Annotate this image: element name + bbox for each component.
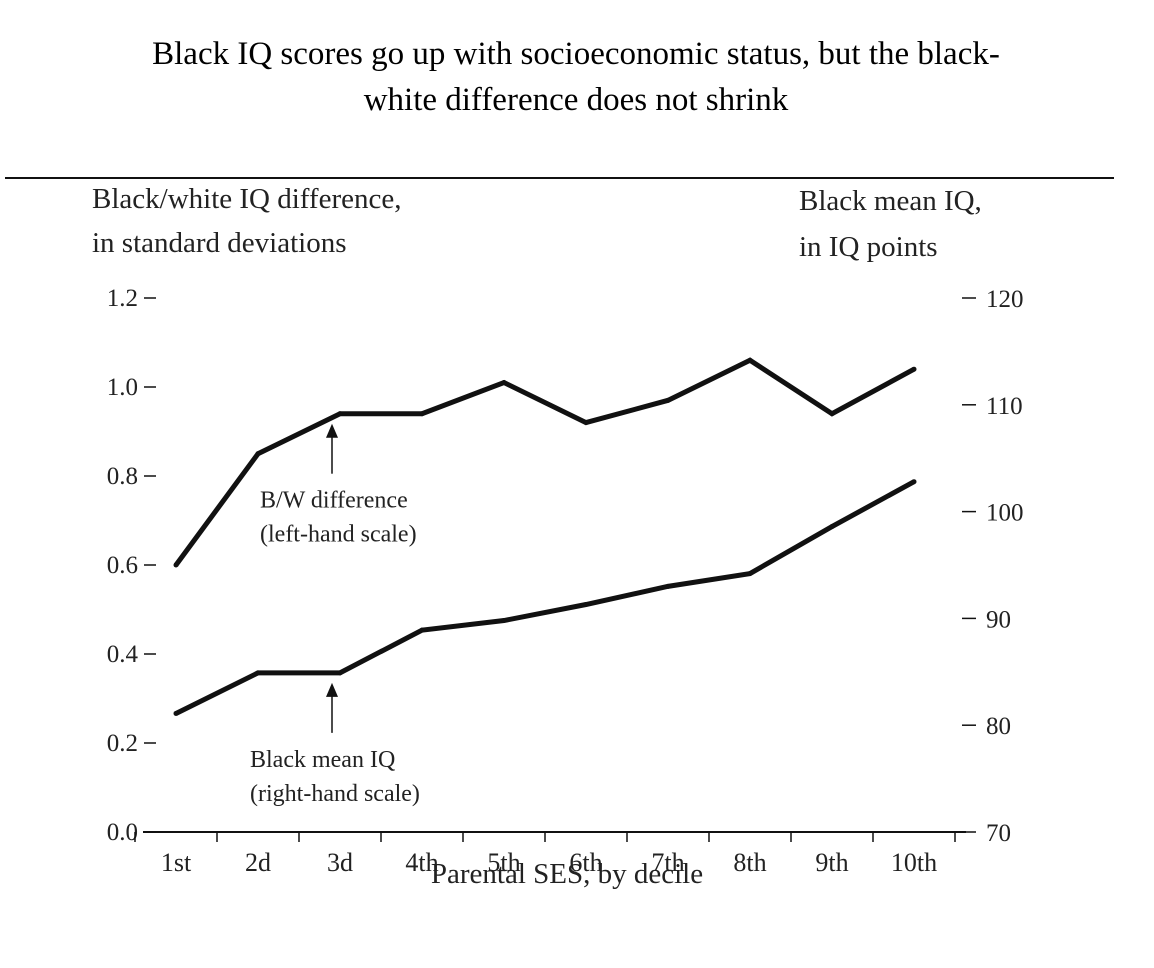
y-left-tick-label: 0.4 bbox=[107, 641, 139, 668]
annotation-label: (right-hand scale) bbox=[250, 781, 420, 807]
y-right-ticks: 70 80 90 100 110 120 bbox=[962, 286, 1024, 847]
y-right-label-line-1: Black mean IQ, bbox=[799, 185, 982, 217]
y-right-tick-label: 80 bbox=[986, 713, 1011, 740]
x-tick-label: 1st bbox=[161, 848, 192, 877]
y-right-tick-label: 90 bbox=[986, 606, 1011, 633]
y-left-tick-label: 1.2 bbox=[107, 285, 138, 312]
chart-title-line-1: Black IQ scores go up with socioeconomic… bbox=[152, 36, 1000, 72]
y-right-tick-label: 100 bbox=[986, 500, 1024, 527]
x-tick-label: 8th bbox=[733, 848, 766, 877]
x-tick-label: 5th bbox=[487, 848, 520, 877]
data-point-b-w-difference bbox=[665, 397, 671, 403]
data-point-black-mean-iq bbox=[419, 627, 425, 633]
data-point-b-w-difference bbox=[911, 366, 917, 372]
x-ticks: 1st 2d 3d 4th 5th 6th 7th 8th 9th 10th bbox=[134, 832, 956, 877]
x-tick-label: 4th bbox=[405, 848, 438, 877]
y-right-tick-label: 110 bbox=[986, 393, 1023, 420]
data-point-black-mean-iq bbox=[747, 571, 753, 577]
x-tick-label: 2d bbox=[245, 848, 271, 877]
data-point-black-mean-iq bbox=[255, 670, 261, 676]
data-point-b-w-difference bbox=[337, 411, 343, 417]
y-left-ticks: 0.0 0.2 0.4 0.6 0.8 1.0 1.2 bbox=[107, 285, 156, 846]
annotation-label: Black mean IQ bbox=[250, 747, 395, 773]
annotation-arrowhead bbox=[326, 423, 338, 438]
data-point-black-mean-iq bbox=[665, 583, 671, 589]
data-point-black-mean-iq bbox=[173, 710, 179, 716]
x-axis-label: Parental SES, by decile bbox=[431, 858, 703, 890]
y-left-label-line-1: Black/white IQ difference, bbox=[92, 183, 401, 215]
annotations: B/W difference (left-hand scale) Black mea… bbox=[250, 423, 420, 807]
data-point-black-mean-iq bbox=[337, 670, 343, 676]
y-left-tick-label: 0.0 bbox=[107, 819, 138, 846]
data-point-b-w-difference bbox=[419, 411, 425, 417]
x-tick-label: 10th bbox=[891, 848, 937, 877]
annotation-label: (left-hand scale) bbox=[260, 522, 417, 548]
series-lines bbox=[173, 357, 917, 716]
series-line-b-w-difference bbox=[173, 357, 916, 567]
y-right-tick-label: 70 bbox=[986, 820, 1011, 847]
y-left-tick-label: 0.6 bbox=[107, 552, 138, 579]
x-tick-label: 3d bbox=[327, 848, 353, 877]
data-point-black-mean-iq bbox=[829, 524, 835, 530]
annotation-arrowhead bbox=[326, 682, 338, 697]
data-point-b-w-difference bbox=[583, 420, 589, 426]
chart-title-line-2: white difference does not shrink bbox=[364, 82, 789, 118]
y-right-tick-label: 120 bbox=[986, 286, 1024, 313]
x-tick-label: 9th bbox=[815, 848, 848, 877]
data-point-b-w-difference bbox=[747, 357, 753, 363]
series-line-black-mean-iq bbox=[174, 479, 916, 716]
y-left-label-line-2: in standard deviations bbox=[92, 227, 347, 259]
x-tick-label: 6th bbox=[569, 848, 602, 877]
data-point-black-mean-iq bbox=[911, 479, 917, 485]
y-right-label-line-2: in IQ points bbox=[799, 231, 938, 263]
y-left-tick-label: 0.8 bbox=[107, 463, 138, 490]
annotation-label: B/W difference bbox=[260, 488, 408, 514]
data-point-b-w-difference bbox=[173, 562, 179, 568]
data-point-b-w-difference bbox=[501, 380, 507, 386]
data-point-black-mean-iq bbox=[501, 618, 507, 624]
x-tick-label: 7th bbox=[651, 848, 684, 877]
y-left-tick-label: 0.2 bbox=[107, 730, 138, 757]
data-point-b-w-difference bbox=[255, 451, 261, 457]
y-left-tick-label: 1.0 bbox=[107, 374, 138, 401]
data-point-black-mean-iq bbox=[583, 602, 589, 608]
data-point-b-w-difference bbox=[829, 411, 835, 417]
